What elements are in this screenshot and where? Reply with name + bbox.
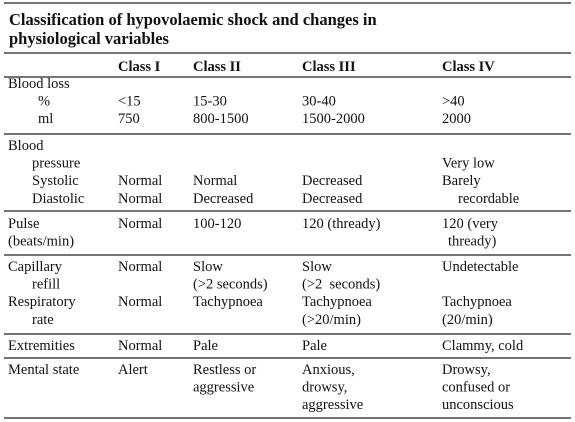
cell: >40 — [442, 94, 465, 110]
row-label: Systolic — [32, 173, 79, 189]
cell: Normal — [193, 173, 237, 189]
cell: Normal — [118, 294, 162, 310]
row-label: Capillary — [8, 259, 63, 275]
row-label: Blood — [8, 138, 44, 154]
row-label: Mental state — [8, 362, 79, 378]
cell: 2000 — [442, 111, 471, 127]
row-label: ml — [38, 111, 53, 127]
cell: Very low — [442, 156, 495, 172]
row-label: (beats/min) — [8, 234, 74, 250]
cell: Normal — [118, 191, 162, 207]
cell: Normal — [118, 259, 162, 275]
row-label: Blood loss — [8, 76, 70, 92]
cell: (20/min) — [442, 312, 493, 328]
cell: Drowsy, — [442, 362, 491, 378]
cell: Tachypnoea — [442, 294, 512, 310]
column-header: Class II — [193, 59, 241, 75]
cell: Slow — [193, 259, 223, 275]
cell: Slow — [302, 259, 332, 275]
column-header: Class IV — [442, 59, 495, 75]
cell: aggressive — [302, 397, 363, 413]
cell: Decreased — [193, 191, 254, 207]
cell: (>2 seconds) — [193, 277, 268, 293]
cell: Anxious, — [302, 362, 355, 378]
cell: Tachypnoea — [302, 294, 372, 310]
row-label: % — [38, 94, 50, 110]
cell: Pale — [193, 338, 218, 354]
cell: Pale — [302, 338, 327, 354]
cell: unconscious — [442, 397, 514, 413]
cell: 1500-2000 — [302, 111, 365, 127]
column-header: Class III — [302, 59, 356, 75]
cell: <15 — [118, 94, 141, 110]
cell: Clammy, cold — [442, 338, 524, 354]
cell: aggressive — [193, 380, 254, 396]
cell: recordable — [458, 191, 519, 207]
cell: thready) — [448, 234, 496, 250]
cell: Barely — [442, 173, 481, 189]
cell: Restless or — [193, 362, 256, 378]
cell: Undetectable — [442, 259, 519, 275]
row-label: Diastolic — [32, 191, 84, 207]
cell: Tachypnoea — [193, 294, 263, 310]
cell: (>20/min) — [302, 312, 361, 328]
title: Classification of hypovolaemic shock and… — [9, 10, 377, 48]
cell: (>2 seconds) — [302, 277, 380, 293]
cell: drowsy, — [302, 380, 347, 396]
row-label: Extremities — [8, 338, 75, 354]
row-label: refill — [32, 277, 60, 293]
row-label: Respiratory — [8, 294, 76, 310]
cell: 120 (very — [442, 216, 499, 232]
cell: confused or — [442, 380, 510, 396]
cell: Normal — [118, 173, 162, 189]
row-label: rate — [32, 312, 54, 328]
cell: 30-40 — [302, 94, 336, 110]
row-label: Pulse — [8, 216, 39, 232]
cell: Normal — [118, 338, 162, 354]
cell: 100-120 — [193, 216, 241, 232]
cell: Alert — [118, 362, 148, 378]
cell: Decreased — [302, 173, 363, 189]
cell: 800-1500 — [193, 111, 249, 127]
cell: 750 — [118, 111, 140, 127]
cell: 15-30 — [193, 94, 227, 110]
row-label: pressure — [32, 156, 80, 172]
cell: 120 (thready) — [302, 216, 381, 232]
cell: Decreased — [302, 191, 363, 207]
cell: Normal — [118, 216, 162, 232]
column-header: Class I — [118, 59, 161, 75]
